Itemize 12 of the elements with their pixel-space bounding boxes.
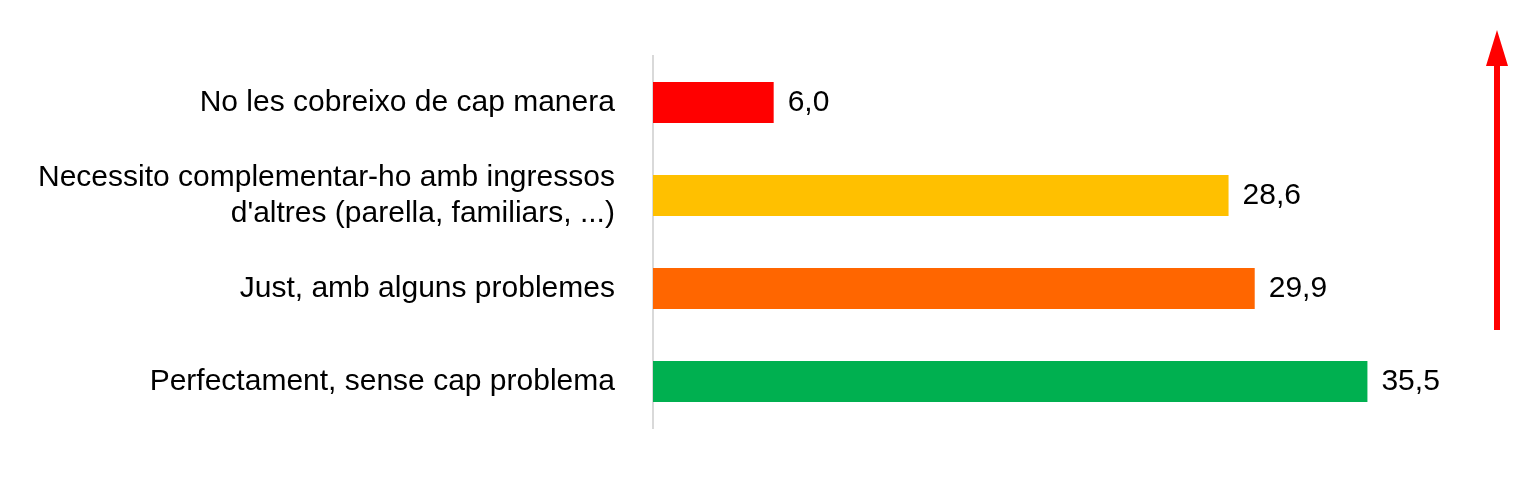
y-tick-label: Necessito complementar-ho amb ingressos d'altres (parella, familiars, ...) [37, 158, 615, 228]
bar [652, 175, 1229, 216]
bar [652, 268, 1255, 309]
data-label: 28,6 [1242, 176, 1301, 210]
bar [652, 82, 774, 123]
bar [652, 361, 1368, 402]
y-tick-label: Just, amb alguns problemes [239, 269, 615, 303]
data-label: 35,5 [1381, 362, 1440, 396]
data-label: 6,0 [787, 83, 830, 117]
y-tick-label: No les cobreixo de cap manera [199, 83, 616, 117]
data-label: 29,9 [1268, 269, 1328, 303]
y-tick-label: Perfectament, sense cap problema [149, 362, 616, 396]
